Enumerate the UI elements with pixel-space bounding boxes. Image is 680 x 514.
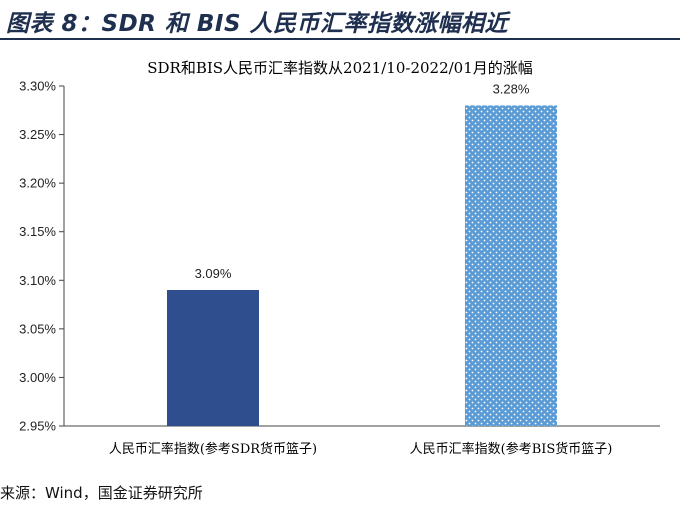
y-tick-label: 3.05% — [19, 321, 56, 336]
category-label-2: 人民币汇率指数(参考BIS货币篮子) — [410, 441, 613, 457]
data-label-2: 3.28% — [493, 81, 530, 96]
chart-title: SDR和BIS人民币汇率指数从2021/10-2022/01月的涨幅 — [147, 59, 533, 77]
bar-2 — [465, 105, 557, 426]
y-tick-label: 3.25% — [19, 127, 56, 142]
figure-header: 图表 8：SDR 和 BIS 人民币汇率指数涨幅相近 — [0, 0, 680, 44]
figure-title: 图表 8：SDR 和 BIS 人民币汇率指数涨幅相近 — [6, 11, 509, 37]
y-tick-label: 2.95% — [19, 419, 56, 434]
y-tick-label: 3.00% — [19, 370, 56, 385]
category-label-1: 人民币汇率指数(参考SDR货币篮子) — [109, 441, 317, 457]
data-label-1: 3.09% — [195, 266, 232, 281]
bar-chart: 2.95% 3.00% 3.05% 3.10% 3.15% 3.20% 3.25% 3.30%… — [19, 79, 660, 457]
y-tick-label: 3.30% — [19, 79, 56, 94]
bar-1 — [167, 290, 259, 426]
y-tick-label: 3.15% — [19, 224, 56, 239]
source-note: 来源：Wind，国金证券研究所 — [0, 484, 203, 502]
y-tick-label: 3.10% — [19, 273, 56, 288]
y-tick-label: 3.20% — [19, 176, 56, 191]
header-rule — [0, 38, 680, 40]
